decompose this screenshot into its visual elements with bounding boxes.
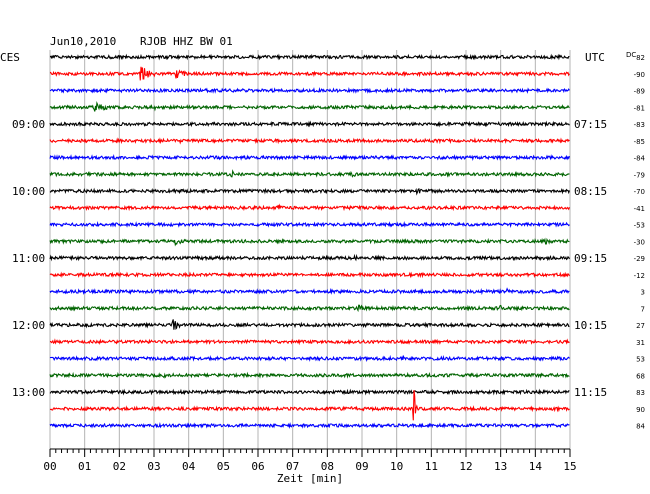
- seismic-trace: [49, 137, 570, 145]
- seismic-trace: [49, 101, 570, 112]
- dc-offset-value: 31: [636, 339, 645, 347]
- left-timezone-label: CES: [0, 51, 20, 64]
- x-tick-label: 05: [217, 460, 230, 473]
- dc-offset-labels: 82 -90 -89 -81 -83 -85 -84 -79 -70 -41 -53 -30 -29 -1…: [634, 54, 646, 431]
- x-tick-label: 01: [78, 460, 91, 473]
- x-tick-label: 06: [251, 460, 264, 473]
- dc-offset-value: -89: [634, 88, 645, 96]
- seismic-trace: [49, 253, 570, 262]
- x-tick-label: 10: [390, 460, 403, 473]
- x-tick-label: 00: [43, 460, 56, 473]
- left-time-label: 10:00: [12, 185, 45, 198]
- seismic-trace: [49, 371, 570, 379]
- dc-offset-value: -70: [634, 188, 645, 196]
- right-time-label: 07:15: [574, 118, 607, 131]
- dc-offset-value: 7: [641, 305, 645, 313]
- x-tick-label: 15: [563, 460, 576, 473]
- x-tick-label: 07: [286, 460, 299, 473]
- dc-offset-value: 27: [636, 322, 645, 330]
- dc-offset-value: -29: [634, 255, 645, 263]
- seismic-trace: [49, 304, 570, 313]
- dc-offset-value: 90: [636, 406, 645, 414]
- minute-gridlines: [49, 50, 571, 449]
- dc-offset-value: -30: [634, 238, 645, 246]
- seismic-trace: [49, 237, 570, 247]
- x-axis: 00 01 02 03 04 05 06 07 08 09 10 11 12 13 14 15: [43, 448, 577, 473]
- dc-offset-value: -79: [634, 171, 645, 179]
- x-tick-label: 12: [459, 460, 472, 473]
- dc-offset-value: 53: [636, 356, 645, 364]
- seismic-trace: [49, 153, 570, 161]
- seismic-traces: [49, 53, 570, 430]
- dc-offset-value: -84: [634, 155, 646, 163]
- right-time-label: 08:15: [574, 185, 607, 198]
- x-tick-label: 03: [147, 460, 160, 473]
- dc-offset-value: 68: [636, 372, 645, 380]
- x-tick-label: 08: [321, 460, 334, 473]
- seismic-trace: [49, 86, 570, 94]
- x-tick-label: 13: [494, 460, 507, 473]
- seismic-trace: [49, 53, 570, 61]
- dc-offset-value: 84: [636, 423, 645, 431]
- dc-offset-value: -83: [634, 121, 645, 129]
- seismic-trace: [49, 319, 570, 331]
- dc-offset-value: -90: [634, 71, 645, 79]
- right-timezone-label: UTC: [585, 51, 605, 64]
- x-axis-title: Zeit [min]: [277, 472, 343, 485]
- plot-date: Jun10,2010: [50, 35, 116, 48]
- dc-offset-value: -81: [634, 104, 645, 112]
- seismic-trace: [49, 120, 570, 128]
- left-time-label: 11:00: [12, 252, 45, 265]
- dc-offset-value: 3: [641, 289, 645, 297]
- x-tick-label: 14: [529, 460, 543, 473]
- seismic-trace: [49, 421, 570, 430]
- dc-offset-value: -53: [634, 222, 645, 230]
- left-time-labels: 09:00 10:00 11:00 12:00 13:00: [12, 118, 45, 399]
- left-time-label: 13:00: [12, 386, 45, 399]
- seismic-trace: [49, 271, 570, 279]
- x-tick-label: 09: [355, 460, 368, 473]
- dc-offset-value: -12: [634, 272, 645, 280]
- seismic-trace: [49, 338, 570, 346]
- seismic-trace: [49, 390, 570, 421]
- dc-offset-value: -85: [634, 138, 645, 146]
- plot-station: RJOB HHZ BW 01: [140, 35, 233, 48]
- seismic-trace: [49, 66, 570, 81]
- seismic-trace: [49, 388, 570, 396]
- right-time-labels: 07:15 08:15 09:15 10:15 11:15: [574, 118, 607, 399]
- seismic-trace: [49, 221, 570, 228]
- left-time-label: 12:00: [12, 319, 45, 332]
- x-tick-label: 11: [425, 460, 438, 473]
- left-time-label: 09:00: [12, 118, 45, 131]
- right-time-label: 11:15: [574, 386, 607, 399]
- right-time-label: 10:15: [574, 319, 607, 332]
- dc-offset-value: 82: [636, 54, 645, 62]
- seismic-trace: [49, 287, 570, 296]
- seismic-trace: [49, 187, 570, 196]
- x-tick-label: 02: [113, 460, 126, 473]
- seismic-trace: [49, 169, 570, 178]
- seismic-trace: [49, 203, 570, 212]
- dc-offset-value: 83: [636, 389, 645, 397]
- right-time-label: 09:15: [574, 252, 607, 265]
- dc-header-label: DC: [626, 51, 636, 59]
- x-tick-label: 04: [182, 460, 196, 473]
- dc-offset-value: -41: [634, 205, 645, 213]
- seismic-trace: [49, 354, 570, 363]
